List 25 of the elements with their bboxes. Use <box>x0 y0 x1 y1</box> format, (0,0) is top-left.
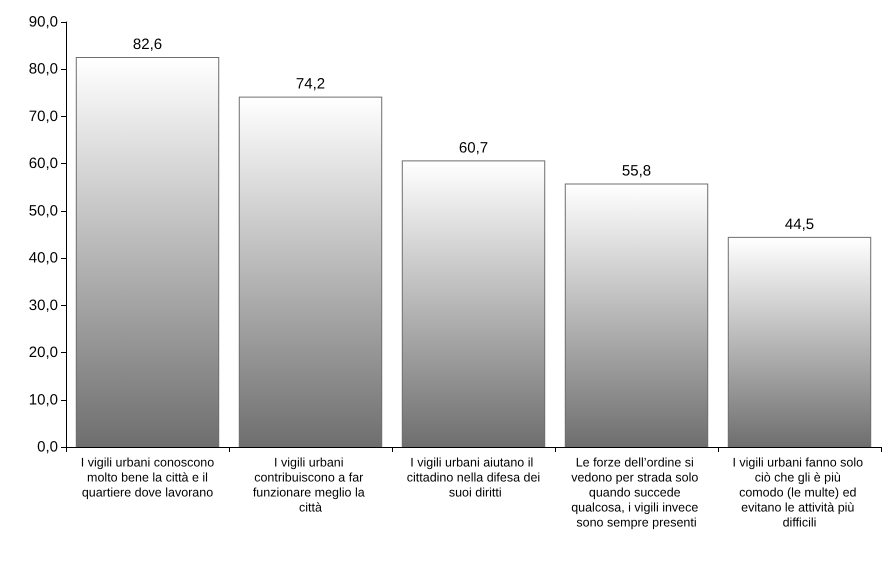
x-tick-label: I vigili urbani aiutano il cittadino nella difesa dei suoi diritti <box>406 456 540 500</box>
bar <box>402 160 546 447</box>
bar <box>728 236 872 447</box>
data-label: 55,8 <box>622 162 652 180</box>
x-tick-label: I vigili urbani fanno solo ciò che gli è più comodo (le multe) ed evitano le attività più difficili <box>732 456 867 530</box>
bar <box>564 184 708 447</box>
y-tick-label: 80,0 <box>28 60 58 78</box>
x-tick-label: I vigili urbani conoscono molto bene la città e il quartiere dove lavorano <box>80 456 214 500</box>
data-label: 74,2 <box>296 76 326 93</box>
y-tick-label: 60,0 <box>28 155 58 172</box>
y-tick-label: 90,0 <box>28 14 58 30</box>
y-tick-label: 20,0 <box>28 344 58 362</box>
x-tick-label: I vigili urbani contribuiscono a far funzionare meglio la città <box>252 456 368 514</box>
x-tick-label: Le forze dell’ordine si vedono per strada solo quando succede qualcosa, i vigili invece sono sempre presenti <box>571 456 702 530</box>
y-tick-label: 10,0 <box>28 391 58 408</box>
y-tick-label: 0,0 <box>37 438 58 456</box>
bar <box>76 56 220 447</box>
y-tick-label: 70,0 <box>28 108 58 125</box>
bar <box>238 96 382 447</box>
data-label: 82,6 <box>132 36 162 53</box>
y-tick-label: 30,0 <box>28 296 58 314</box>
data-label: 44,5 <box>784 216 814 233</box>
y-tick-label: 50,0 <box>28 202 58 220</box>
data-label: 60,7 <box>458 139 488 156</box>
y-tick-label: 40,0 <box>28 250 58 267</box>
